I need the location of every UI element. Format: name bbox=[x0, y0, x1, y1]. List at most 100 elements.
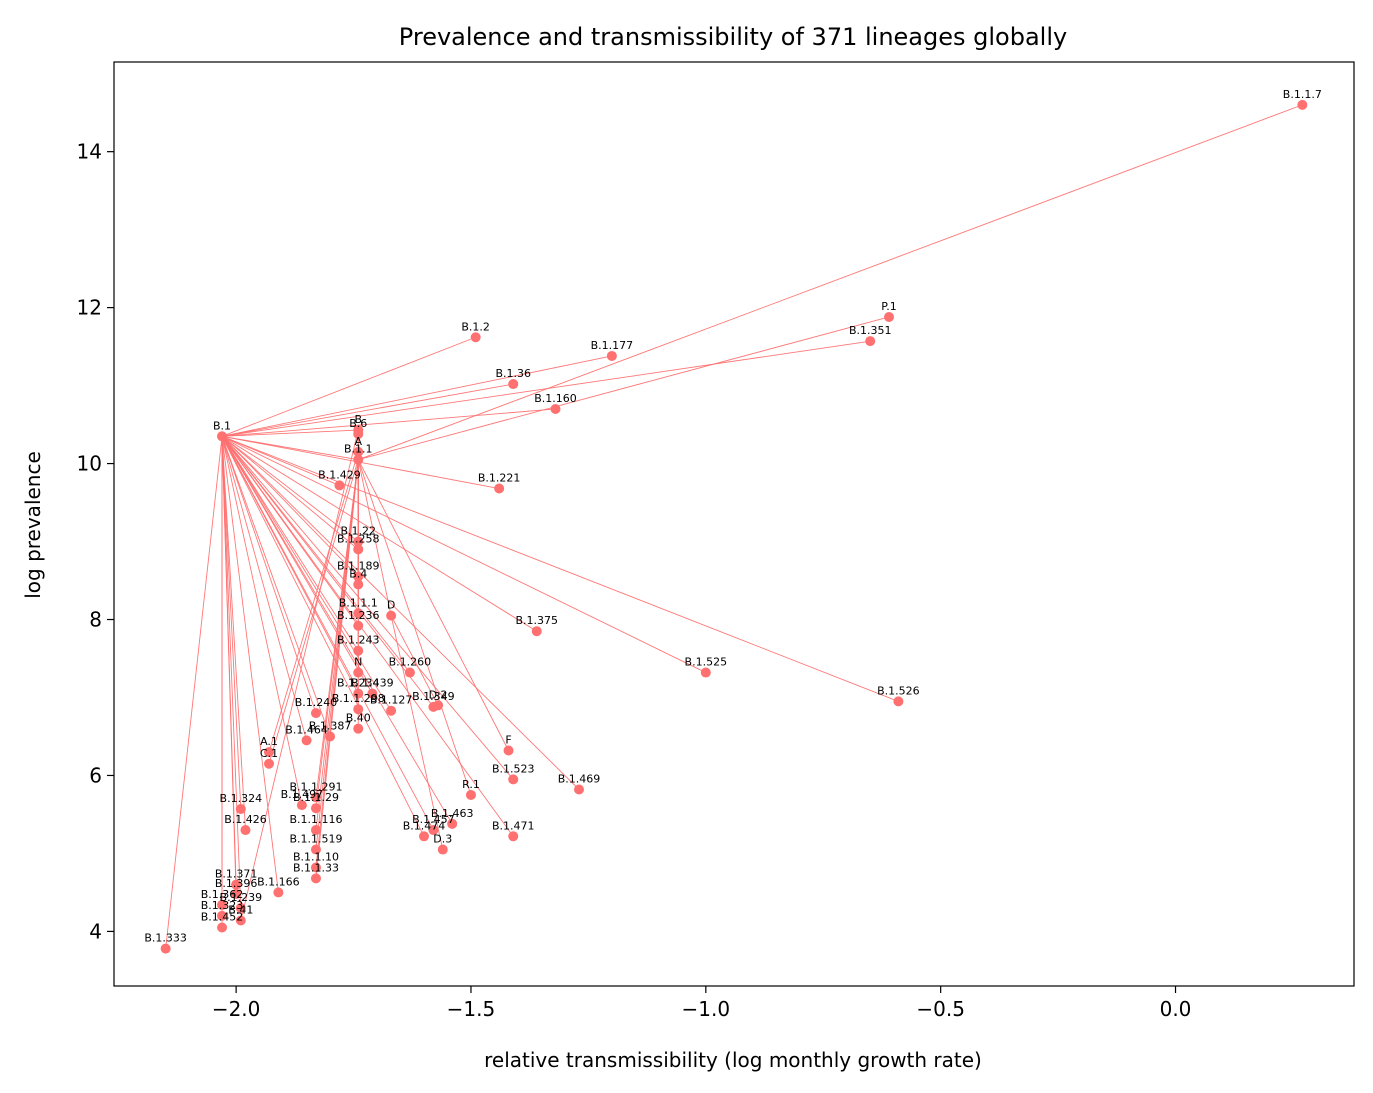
lineage-edge bbox=[268, 459, 359, 764]
lineage-point bbox=[231, 888, 242, 899]
lineage-label: P.1 bbox=[881, 300, 896, 313]
lineage-point bbox=[353, 620, 364, 631]
lineage-point bbox=[240, 825, 251, 836]
lineage-points bbox=[160, 99, 1308, 954]
lineage-edge bbox=[221, 436, 242, 810]
lineage-label: B.1.1.7 bbox=[1283, 88, 1322, 101]
y-tick-label: 6 bbox=[89, 763, 102, 787]
lineage-edge bbox=[221, 435, 707, 673]
lineage-label: B.1.36 bbox=[495, 367, 531, 380]
lineage-edge bbox=[221, 436, 246, 831]
lineage-point bbox=[419, 831, 429, 842]
lineage-edge bbox=[358, 104, 1303, 461]
lineage-edge bbox=[315, 459, 359, 879]
lineage-edge bbox=[240, 429, 359, 921]
y-tick-label: 10 bbox=[77, 452, 102, 476]
lineage-edges bbox=[165, 104, 1303, 949]
lineage-label: B.1.497 bbox=[281, 788, 324, 801]
lineage-label: B.40 bbox=[346, 712, 371, 725]
lineage-point bbox=[310, 873, 321, 884]
lineage-edge bbox=[357, 459, 509, 751]
lineage-point bbox=[301, 735, 312, 746]
y-tick-label: 14 bbox=[77, 140, 102, 164]
lineage-point bbox=[353, 723, 364, 734]
lineage-edge bbox=[221, 436, 434, 708]
lineage-label: A.1 bbox=[260, 735, 278, 748]
lineage-label: B.1.1.29 bbox=[293, 791, 339, 804]
lineage-point bbox=[310, 803, 321, 814]
lineage-label: B.1.452 bbox=[201, 911, 244, 924]
lineage-edge bbox=[221, 355, 612, 437]
lineage-point bbox=[235, 803, 246, 814]
x-tick-label: −1.0 bbox=[682, 997, 731, 1021]
lineage-point bbox=[508, 831, 519, 842]
lineage-label: B.6 bbox=[349, 417, 367, 430]
lineage-edge bbox=[221, 436, 425, 837]
lineage-edge bbox=[221, 436, 303, 806]
lineage-edge bbox=[221, 436, 279, 893]
lineage-label: B.1.160 bbox=[534, 392, 577, 405]
lineage-point bbox=[353, 544, 364, 555]
lineage-edge bbox=[221, 436, 392, 711]
lineage-point bbox=[437, 844, 448, 855]
lineage-label: B.1.426 bbox=[224, 813, 267, 826]
y-tick-label: 4 bbox=[89, 919, 102, 943]
lineage-edge bbox=[357, 459, 392, 616]
lineage-label: B.1.234 bbox=[337, 677, 380, 690]
lineage-label: B.1.324 bbox=[220, 792, 263, 805]
lineage-point bbox=[353, 608, 364, 619]
lineage-point bbox=[353, 454, 364, 465]
lineage-label: B.1.1.519 bbox=[289, 833, 342, 846]
lineage-label: B.1.469 bbox=[558, 773, 601, 786]
y-axis-label: log prevalence bbox=[21, 451, 45, 599]
lineage-point bbox=[325, 731, 336, 742]
y-tick-label: 12 bbox=[77, 296, 102, 320]
chart-title: Prevalence and transmissibility of 371 l… bbox=[399, 23, 1067, 51]
lineage-label: B.1.127 bbox=[370, 694, 413, 707]
lineage-label: D bbox=[387, 599, 395, 612]
x-tick-label: −2.0 bbox=[212, 997, 261, 1021]
lineage-point bbox=[884, 311, 894, 322]
lineage-edge bbox=[221, 436, 237, 895]
lineage-edge bbox=[221, 435, 359, 577]
lineage-label: B.1.375 bbox=[515, 614, 558, 627]
lineage-point bbox=[893, 696, 904, 707]
lineage-edge bbox=[221, 436, 359, 651]
y-axis-ticks: 4 6 8 10 12 14 bbox=[77, 140, 114, 943]
lineage-point bbox=[606, 350, 617, 361]
lineage-point bbox=[865, 336, 876, 347]
lineage-label: B.1 bbox=[213, 419, 231, 432]
lineage-point bbox=[310, 792, 321, 803]
lineage-point bbox=[264, 758, 274, 769]
lineage-point bbox=[231, 879, 242, 890]
lineage-label: B.1.166 bbox=[257, 875, 300, 888]
lineage-point bbox=[353, 579, 364, 590]
lineage-edge bbox=[357, 459, 472, 796]
lineage-point bbox=[404, 667, 415, 678]
lineage-label: B.1.1.298 bbox=[332, 692, 385, 705]
lineage-label: B.1.260 bbox=[389, 656, 432, 669]
lineage-edge bbox=[221, 436, 317, 714]
lineage-label: D.2 bbox=[429, 688, 448, 701]
lineage-point bbox=[428, 825, 439, 836]
lineage-point bbox=[470, 332, 481, 343]
lineage-label: F bbox=[505, 734, 511, 747]
lineage-label: B.1.371 bbox=[215, 868, 258, 881]
lineage-point bbox=[386, 705, 397, 716]
lineage-point bbox=[334, 480, 345, 491]
lineage-edge bbox=[221, 436, 514, 837]
lineage-label: B.1.221 bbox=[478, 472, 521, 485]
lineage-label: B.1.1.291 bbox=[289, 780, 342, 793]
lineage-point bbox=[353, 536, 364, 547]
lineage-point bbox=[494, 483, 505, 494]
lineage-edge bbox=[221, 436, 331, 737]
lineage-point bbox=[353, 446, 364, 457]
lineage-edge bbox=[221, 436, 434, 831]
x-axis-ticks: −2.0 −1.5 −1.0 −0.5 0.0 bbox=[212, 986, 1191, 1021]
lineage-label: B.1.362 bbox=[201, 888, 244, 901]
lineage-point bbox=[574, 784, 584, 795]
lineage-label: D.3 bbox=[433, 833, 452, 846]
lineage-point bbox=[217, 922, 228, 933]
lineage-edge bbox=[268, 451, 359, 753]
lineage-point bbox=[531, 626, 542, 637]
